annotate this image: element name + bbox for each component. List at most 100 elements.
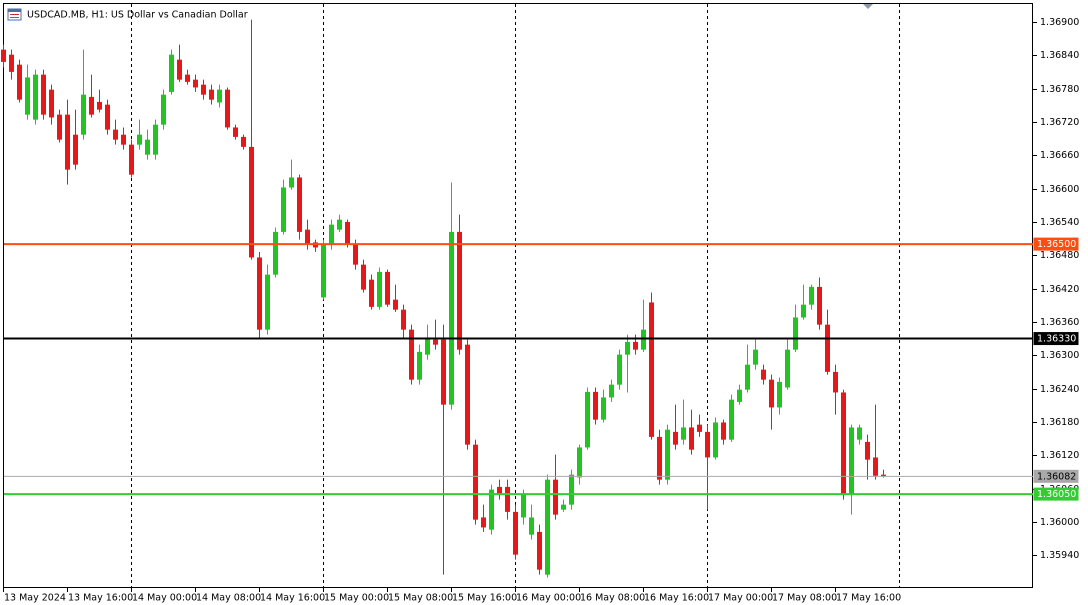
candle-body: [825, 324, 830, 372]
candle-body: [353, 244, 358, 265]
candle-body: [705, 431, 710, 458]
candle-body: [177, 59, 182, 80]
candle-body: [193, 79, 198, 88]
candle-body: [113, 129, 118, 140]
candle-body: [865, 441, 870, 460]
candle-body: [25, 77, 30, 115]
candle-body: [833, 371, 838, 393]
y-tick-label: 1.36420: [1040, 284, 1079, 295]
candle-body: [9, 54, 14, 72]
candle-body: [609, 384, 614, 398]
x-tick-label: 16 May 00:00: [516, 593, 581, 604]
candle-body: [769, 379, 774, 408]
candle-body: [505, 486, 510, 512]
candle-body: [129, 144, 134, 175]
price-flag-label: 1.36500: [1037, 239, 1076, 250]
price-flag: [1033, 469, 1079, 483]
price-flag: [1033, 237, 1079, 251]
price-flag-label: 1.36050: [1037, 489, 1076, 500]
x-tick-label: 15 May 08:00: [388, 593, 453, 604]
candle-body: [777, 381, 782, 408]
candle-body: [393, 299, 398, 310]
candle-body: [137, 134, 142, 145]
candle-body: [529, 517, 534, 535]
candle-body: [457, 231, 462, 350]
candle-body: [585, 391, 590, 448]
candle-body: [545, 479, 550, 575]
candle-body: [665, 429, 670, 480]
candle-body: [409, 329, 414, 380]
candle-body: [657, 436, 662, 480]
candle-body: [153, 124, 158, 155]
candle-body: [745, 364, 750, 390]
candle-body: [697, 424, 702, 432]
candle-body: [329, 224, 334, 245]
candle-body: [217, 89, 222, 103]
y-tick-label: 1.35940: [1040, 550, 1079, 561]
candle-body: [881, 474, 886, 477]
y-tick-label: 1.36660: [1040, 150, 1079, 161]
candle-body: [561, 504, 566, 510]
candle-body: [649, 302, 654, 437]
price-flag-label: 1.36330: [1037, 334, 1076, 345]
price-flag-label: 1.36082: [1037, 471, 1076, 482]
candle-body: [201, 84, 206, 95]
y-tick-label: 1.36000: [1040, 517, 1079, 528]
candle-body: [257, 257, 262, 330]
candle-body: [65, 114, 70, 170]
chart-title: USDCAD.MB, H1: US Dollar vs Canadian Dol…: [27, 10, 248, 21]
candle-body: [185, 74, 190, 82]
candle-body: [681, 427, 686, 440]
plot-frame: [3, 3, 1033, 588]
x-tick-label: 15 May 00:00: [324, 593, 389, 604]
candle-body: [673, 431, 678, 445]
candle-body: [809, 286, 814, 305]
candle-body: [73, 134, 78, 165]
candle-body: [273, 231, 278, 275]
candle-body: [81, 94, 86, 135]
candle-body: [289, 177, 294, 188]
x-tick-label: 16 May 16:00: [644, 593, 709, 604]
candle-body: [481, 517, 486, 528]
candle-body: [441, 339, 446, 405]
candle-body: [97, 101, 102, 110]
candle-body: [785, 349, 790, 388]
candle-body: [145, 139, 150, 155]
y-tick-label: 1.36180: [1040, 417, 1079, 428]
candle-body: [401, 309, 406, 330]
x-tick-label: 17 May 00:00: [708, 593, 773, 604]
candle-body: [265, 274, 270, 330]
candle-body: [513, 511, 518, 555]
candle-body: [417, 351, 422, 380]
candle-body: [721, 422, 726, 440]
candle-body: [601, 397, 606, 420]
candle-body: [241, 136, 246, 147]
candle-body: [849, 427, 854, 495]
y-tick-label: 1.36840: [1040, 50, 1079, 61]
y-tick-label: 1.36540: [1040, 217, 1079, 228]
candle-body: [689, 427, 694, 450]
candle-body: [385, 271, 390, 305]
candle-body: [425, 337, 430, 355]
candle-body: [233, 127, 238, 137]
x-tick-label: 14 May 16:00: [260, 593, 325, 604]
candle-body: [89, 96, 94, 115]
candle-body: [249, 146, 254, 258]
shift-marker: [863, 4, 873, 9]
candle-body: [817, 286, 822, 325]
price-flag: [1033, 487, 1079, 501]
y-tick-label: 1.36900: [1040, 17, 1079, 28]
candle-body: [225, 89, 230, 128]
candle-body: [473, 444, 478, 520]
candle-body: [209, 89, 214, 100]
x-tick-label: 17 May 08:00: [772, 593, 837, 604]
price-flag: [1033, 332, 1079, 346]
candle-body: [489, 489, 494, 530]
x-tick-label: 15 May 16:00: [452, 593, 517, 604]
candle-body: [1, 49, 6, 62]
candle-body: [857, 427, 862, 440]
y-tick-label: 1.36360: [1040, 317, 1079, 328]
candle-body: [841, 392, 846, 495]
